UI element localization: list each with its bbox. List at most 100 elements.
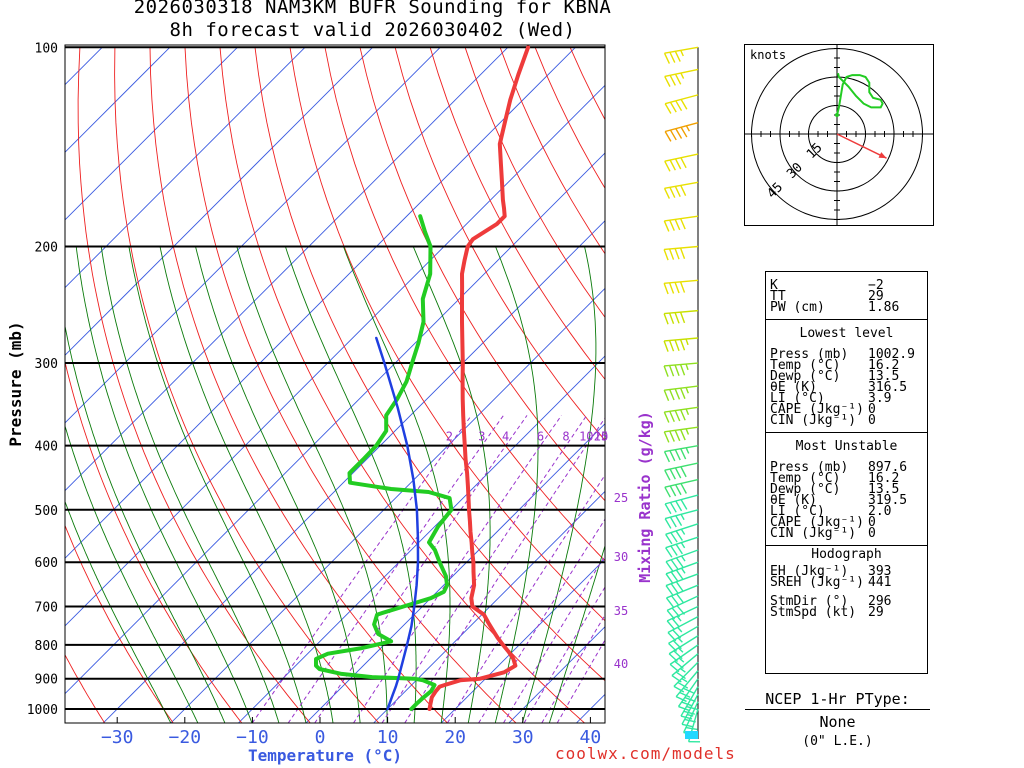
- wind-barb-full: [669, 187, 676, 198]
- mixing-ratio-line: [523, 586, 605, 723]
- wind-barb-half: [685, 363, 689, 371]
- wind-barb-full: [668, 340, 675, 352]
- lowest-level-row: Press (mb) 1002.9: [766, 347, 927, 362]
- wind-barb-full: [664, 486, 671, 498]
- wind-barb-full: [665, 573, 674, 584]
- moist-adiabat-line: [236, 246, 388, 723]
- mixing-ratio-label: 25: [614, 491, 628, 505]
- dry-adiabat-line: [429, 47, 605, 381]
- mixing-ratio-line: [446, 474, 605, 723]
- storm-motion-vector: [836, 133, 887, 159]
- storm-motion-row: StmSpd (kt) 29: [766, 605, 927, 620]
- wind-barb-full: [663, 411, 670, 423]
- storm-motion-arrowhead: [878, 152, 887, 159]
- wind-barb: [664, 494, 699, 515]
- x-axis-label: Temperature (°C): [248, 746, 402, 765]
- wind-barb-full: [669, 468, 676, 480]
- wind-barb-full: [668, 282, 675, 294]
- hodograph-start-dot: [835, 113, 839, 117]
- isotherm-line: [65, 46, 576, 559]
- storm-motion-value: 296: [868, 594, 892, 609]
- lowest-level-value: 0: [868, 402, 876, 417]
- wind-barb-full: [666, 620, 676, 631]
- dry-adiabat-line: [65, 360, 243, 723]
- moist-adiabat-line: [75, 246, 253, 723]
- mixing-ratio-line: [353, 415, 562, 723]
- wind-barb-full: [680, 99, 688, 110]
- wind-barb-full: [675, 100, 683, 112]
- wind-barb-full: [664, 76, 671, 87]
- wind-barb-full: [671, 618, 681, 628]
- dry-adiabat-line: [65, 653, 106, 723]
- moist-adiabat-line: [195, 246, 361, 723]
- wind-barb-full: [669, 129, 677, 141]
- wind-barb: [663, 46, 699, 64]
- wind-barb-full: [679, 281, 686, 293]
- dry-adiabat-line: [289, 47, 605, 622]
- mixing-ratio-label: 10: [579, 430, 593, 444]
- wind-barb-full: [674, 219, 681, 231]
- mixing-ratio-line: [541, 614, 605, 723]
- wind-barb-half: [680, 542, 686, 549]
- wind-barb-full: [663, 52, 671, 64]
- lowest-level-row: Temp (°C) 16.2: [766, 358, 927, 373]
- isotherm-line: [305, 423, 605, 723]
- dry-adiabat-line: [219, 47, 585, 723]
- mixing-ratio-label: 15: [594, 430, 608, 444]
- mixing-ratio-line: [478, 518, 605, 723]
- wind-barb-full: [684, 718, 696, 723]
- lowest-level-value: 16.2: [868, 358, 900, 373]
- credit-link[interactable]: coolwx.com/models: [555, 744, 736, 763]
- pressure-tick-label: 900: [35, 673, 58, 688]
- most-unstable-label: θE (K): [770, 493, 817, 508]
- wind-barb: [681, 693, 699, 728]
- wind-barb: [663, 215, 699, 232]
- wind-barb-half: [678, 657, 685, 663]
- index-row-pw: PW (cm) 1.86: [770, 300, 900, 315]
- most-unstable-value: 16.2: [868, 471, 900, 486]
- wind-barb-full: [679, 311, 686, 324]
- wind-barb-half: [685, 338, 689, 346]
- wind-barb-full: [669, 516, 677, 528]
- most-unstable-label: LI (°C): [770, 504, 825, 519]
- mixing-ratio-axis-label: Mixing Ratio (g/kg): [636, 411, 654, 583]
- hodograph-param-label: EH (Jkg⁻¹): [770, 564, 849, 579]
- wind-barb: [675, 670, 699, 703]
- temperature-line: [427, 45, 531, 711]
- wind-barb-full: [673, 685, 685, 693]
- wind-barb-full: [675, 500, 683, 512]
- wind-barb-half: [680, 50, 684, 57]
- pressure-tick-label: 700: [35, 601, 58, 616]
- most-unstable-row: θE (K) 319.5: [766, 493, 927, 508]
- dry-adiabat-line: [394, 47, 605, 441]
- wind-barb-full: [674, 282, 680, 294]
- wind-barb-full: [668, 248, 675, 260]
- wind-barb-half: [680, 513, 685, 521]
- ptype-accumulation: (0" L.E.): [802, 734, 873, 749]
- isotherm-line: [65, 46, 171, 153]
- hodograph-units-label: knots: [750, 48, 786, 62]
- lowest-level-value: 0: [868, 413, 876, 428]
- lowest-level-label: Press (mb): [770, 347, 849, 362]
- wind-barb-full: [674, 50, 681, 62]
- most-unstable-row: CAPE (Jkg⁻¹) 0: [766, 516, 927, 529]
- wind-barb: [665, 561, 699, 584]
- isotherm-line: [65, 46, 238, 221]
- wind-barb: [663, 309, 699, 325]
- wind-barb-full: [671, 674, 682, 683]
- wind-barb-full: [669, 159, 676, 171]
- moist-adiabat-line: [494, 246, 539, 723]
- wind-barb-full: [669, 485, 677, 497]
- storm-motion-label: StmSpd (kt): [770, 605, 857, 620]
- wind-barb: [663, 362, 699, 377]
- wind-barb-full: [674, 449, 681, 461]
- wind-barb-full: [676, 593, 685, 604]
- wind-barb: [664, 462, 699, 481]
- wind-barb-half: [680, 567, 686, 574]
- isotherm-line: [65, 84, 605, 627]
- wind-barb-full: [664, 103, 672, 114]
- wind-barb: [665, 573, 699, 596]
- mixing-ratio-label: 8: [562, 430, 569, 444]
- wind-barb-full: [675, 128, 683, 139]
